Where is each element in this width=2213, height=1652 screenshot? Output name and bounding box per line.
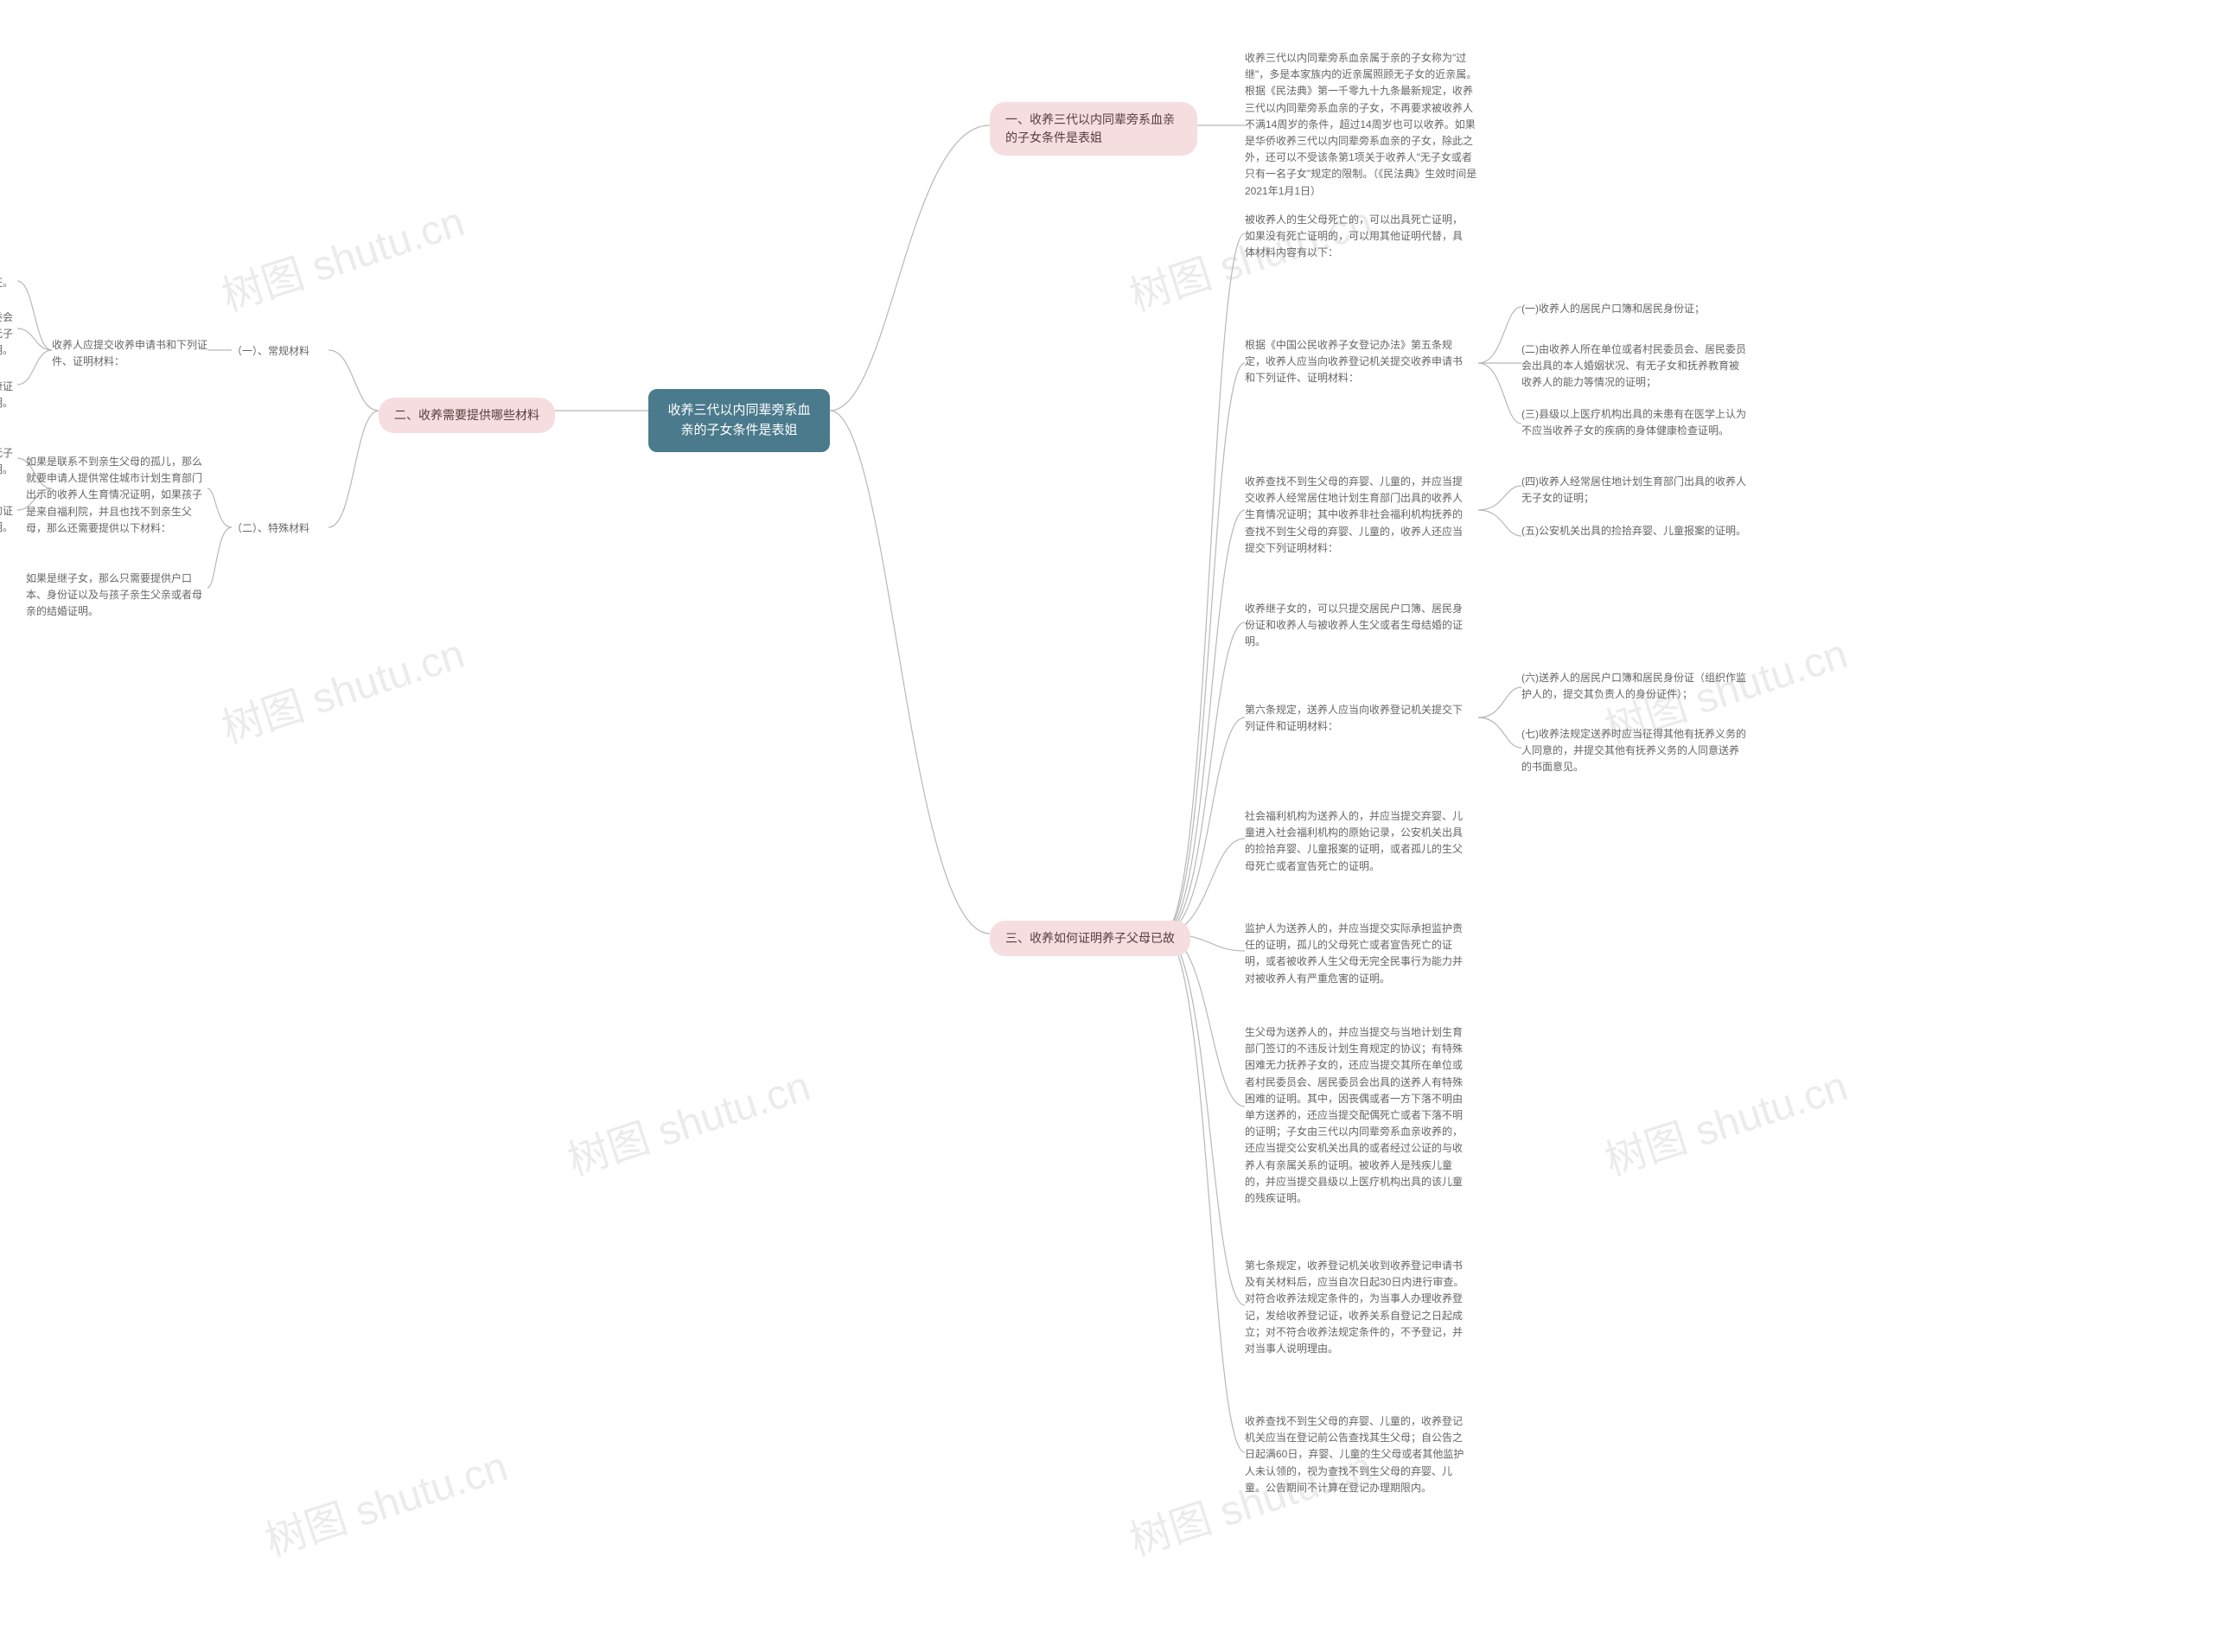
b3-n5-i7: (七)收养法规定送养时应当征得其他有抚养义务的人同意的，并提交其他有抚养义务的人… bbox=[1521, 726, 1746, 776]
b3-n2-i1: (一)收养人的居民户口簿和居民身份证； bbox=[1521, 301, 1705, 317]
sub-b-i2: 2、公安提供的捡拾弃婴、儿童报案的证明。 bbox=[0, 503, 13, 536]
sub-a-desc: 收养人应提交收养申请书和下列证件、证明材料： bbox=[52, 337, 207, 370]
sub-b-i1: 1、经常居住地计划生育部门提供的无子嗣证明。 bbox=[0, 445, 13, 478]
sub-a-title: （一）、常规材料 bbox=[232, 343, 309, 359]
branch-three: 三、收养如何证明养子父母已故 bbox=[990, 921, 1190, 956]
sub-a-i3: 3、县级以上医院提供的健康证明。 bbox=[0, 379, 13, 411]
sub-b-p1: 如果是联系不到亲生父母的孤儿，那么就要申请人提供常住城市计划生育部门出示的收养人… bbox=[26, 454, 207, 537]
b3-n8: 生父母为送养人的，并应当提交与当地计划生育部门签订的不违反计划生育规定的协议；有… bbox=[1245, 1024, 1470, 1207]
b3-n5-i6: (六)送养人的居民户口簿和居民身份证（组织作监护人的，提交其负责人的身份证件）； bbox=[1521, 670, 1746, 703]
watermark: 树图 shutu.cn bbox=[213, 188, 470, 322]
sub-a-i2: 2、收养人所处单位、村委会、居委会（三选一）提供的婚姻状况、有无子嗣、抚养教育能… bbox=[0, 309, 13, 360]
watermark: 树图 shutu.cn bbox=[558, 1052, 816, 1187]
b3-n3: 收养查找不到生父母的弃婴、儿童的，并应当提交收养人经常居住地计划生育部门出具的收… bbox=[1245, 474, 1470, 557]
connector-lines bbox=[0, 0, 2213, 1652]
b3-n3-i4: (四)收养人经常居住地计划生育部门出具的收养人无子女的证明； bbox=[1521, 474, 1746, 507]
watermark: 树图 shutu.cn bbox=[1596, 1052, 1853, 1187]
sub-a-i1: 1、户口本、身份证。 bbox=[0, 275, 13, 291]
b3-n9: 第七条规定，收养登记机关收到收养登记申请书及有关材料后，应当自次日起30日内进行… bbox=[1245, 1258, 1470, 1357]
watermark: 树图 shutu.cn bbox=[256, 1432, 513, 1567]
sub-b-p2: 如果是继子女，那么只需要提供户口本、身份证以及与孩子亲生父亲或者母亲的结婚证明。 bbox=[26, 571, 207, 621]
b3-n5: 第六条规定，送养人应当向收养登记机关提交下列证件和证明材料： bbox=[1245, 702, 1470, 735]
b3-n7: 监护人为送养人的，并应当提交实际承担监护责任的证明，孤儿的父母死亡或者宣告死亡的… bbox=[1245, 921, 1470, 987]
watermark: 树图 shutu.cn bbox=[213, 620, 470, 755]
branch-one-desc: 收养三代以内同辈旁系血亲属于亲的子女称为"过继"，多是本家族内的近亲属照顾无子女… bbox=[1245, 50, 1478, 200]
b3-n2: 根据《中国公民收养子女登记办法》第五条规定，收养人应当向收养登记机关提交收养申请… bbox=[1245, 337, 1470, 387]
b3-n1: 被收养人的生父母死亡的，可以出具死亡证明，如果没有死亡证明的，可以用其他证明代替… bbox=[1245, 212, 1470, 262]
b3-n10: 收养查找不到生父母的弃婴、儿童的，收养登记机关应当在登记前公告查找其生父母；自公… bbox=[1245, 1413, 1470, 1496]
branch-one: 一、收养三代以内同辈旁系血亲的子女条件是表姐 bbox=[990, 102, 1197, 156]
branch-two: 二、收养需要提供哪些材料 bbox=[379, 398, 555, 433]
b3-n2-i3: (三)县级以上医疗机构出具的未患有在医学上认为不应当收养子女的疾病的身体健康检查… bbox=[1521, 406, 1746, 439]
b3-n4: 收养继子女的，可以只提交居民户口簿、居民身份证和收养人与被收养人生父或者生母结婚… bbox=[1245, 601, 1470, 651]
sub-b-title: （二）、特殊材料 bbox=[232, 520, 309, 536]
root-node: 收养三代以内同辈旁系血亲的子女条件是表姐 bbox=[648, 389, 830, 452]
b3-n6: 社会福利机构为送养人的，并应当提交弃婴、儿童进入社会福利机构的原始记录，公安机关… bbox=[1245, 808, 1470, 875]
b3-n3-i5: (五)公安机关出具的捡拾弃婴、儿童报案的证明。 bbox=[1521, 523, 1746, 539]
b3-n2-i2: (二)由收养人所在单位或者村民委员会、居民委员会出具的本人婚姻状况、有无子女和抚… bbox=[1521, 341, 1746, 392]
